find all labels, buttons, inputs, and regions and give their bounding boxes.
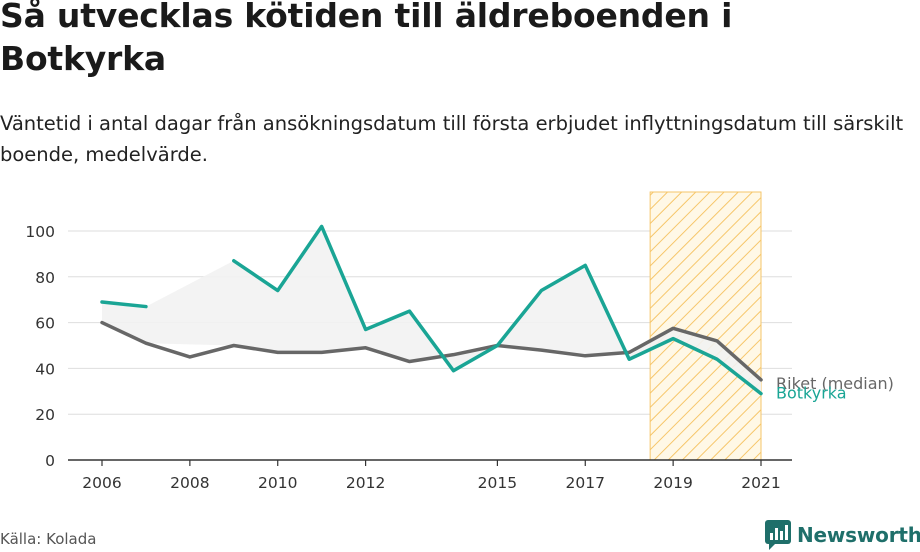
x-tick-label: 2021 <box>741 474 780 490</box>
x-tick-label: 2017 <box>566 474 605 490</box>
newsworthy-brand: Newsworthy <box>765 520 920 550</box>
chart-title: Så utvecklas kötiden till äldreboenden i… <box>0 0 733 78</box>
x-tick-label: 2006 <box>82 474 121 490</box>
y-tick-label: 100 <box>25 223 55 241</box>
newsworthy-logo-icon <box>765 520 791 550</box>
source-note: Källa: Kolada <box>0 530 97 548</box>
chart-subtitle: Väntetid i antal dagar från ansökningsda… <box>0 112 904 166</box>
y-tick-label: 80 <box>35 269 55 287</box>
riket-line <box>100 320 763 382</box>
x-tick-label: 2019 <box>653 474 692 490</box>
x-tick-label: 2008 <box>170 474 209 490</box>
series-label-riket: Riket (median) <box>776 374 894 393</box>
y-tick-label: 0 <box>45 452 55 470</box>
x-tick-label: 2015 <box>478 474 517 490</box>
x-tick-label: 2010 <box>258 474 297 490</box>
line-chart: 0 20 40 60 80 100 2006 2008 2010 2012 2015 2017 2019… <box>25 191 894 490</box>
series-gap-area <box>102 226 761 394</box>
series-label-botkyrka: Botkyrka <box>776 384 847 403</box>
brand-label: Newsworthy <box>797 523 920 547</box>
highlight-range <box>649 191 762 461</box>
botkyrka-line <box>232 224 763 396</box>
y-tick-label: 40 <box>35 360 55 378</box>
y-tick-label: 20 <box>35 406 55 424</box>
botkyrka-line <box>100 300 148 309</box>
y-tick-label: 60 <box>35 315 55 333</box>
x-tick-label: 2012 <box>346 474 385 490</box>
